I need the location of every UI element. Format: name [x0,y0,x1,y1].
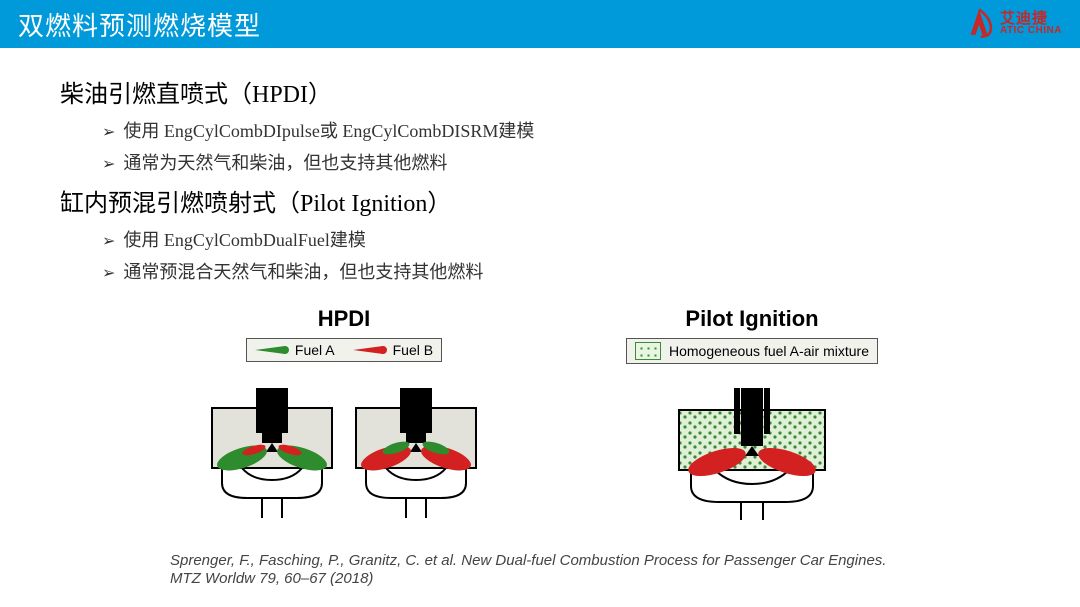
page-title: 双燃料预测燃烧模型 [18,6,261,43]
content-area: 柴油引燃直喷式（HPDI） ➢ 使用 EngCylCombDIpulse或 En… [0,48,1080,520]
logo: 艾迪捷 ATIC CHINA [962,6,1062,40]
diagram-title-pilot: Pilot Ignition [685,306,818,332]
title-bar: 双燃料预测燃烧模型 艾迪捷 ATIC CHINA [0,0,1080,48]
bullet-text: 使用 EngCylCombDIpulse或 EngCylCombDISRM建模 [123,117,534,143]
hpdi-panel-2 [346,368,486,518]
logo-icon [962,6,996,40]
legend-item-fuel-a: Fuel A [255,342,335,358]
hpdi-panel-1 [202,368,342,518]
bullet-item: ➢ 通常为天然气和柴油，但也支持其他燃料 [102,149,1020,175]
section-heading-hpdi: 柴油引燃直喷式（HPDI） [60,74,1020,109]
diagram-pilot: Pilot Ignition Homogeneous fuel A-air mi… [626,306,878,520]
bullet-text: 通常为天然气和柴油，但也支持其他燃料 [123,149,447,175]
legend-item-fuel-b: Fuel B [353,342,433,358]
bullet-text: 使用 EngCylCombDualFuel建模 [123,226,366,252]
logo-text-cn: 艾迪捷 [1000,11,1062,26]
legend-hpdi: Fuel A Fuel B [246,338,442,362]
bullet-item: ➢ 通常预混合天然气和柴油，但也支持其他燃料 [102,258,1020,284]
mixture-swatch-icon [635,342,661,360]
bullet-text: 通常预混合天然气和柴油，但也支持其他燃料 [123,258,483,284]
legend-pilot: Homogeneous fuel A-air mixture [626,338,878,364]
bullet-item: ➢ 使用 EngCylCombDIpulse或 EngCylCombDISRM建… [102,117,1020,143]
fuel-a-icon [255,344,289,356]
legend-label: Fuel A [295,342,335,358]
legend-label: Fuel B [393,342,433,358]
bullet-item: ➢ 使用 EngCylCombDualFuel建模 [102,226,1020,252]
pilot-panel [667,370,837,520]
bullet-icon: ➢ [102,263,115,283]
diagram-title-hpdi: HPDI [318,306,371,332]
bullet-icon: ➢ [102,122,115,142]
bullet-icon: ➢ [102,231,115,251]
fuel-b-icon [353,344,387,356]
diagram-row: HPDI Fuel A Fuel B [60,306,1020,520]
section-heading-pilot: 缸内预混引燃喷射式（Pilot Ignition） [60,183,1020,218]
citation-text: Sprenger, F., Fasching, P., Granitz, C. … [170,552,910,590]
logo-text-en: ATIC CHINA [1000,26,1062,36]
bullet-icon: ➢ [102,154,115,174]
diagram-hpdi: HPDI Fuel A Fuel B [202,306,486,520]
legend-label: Homogeneous fuel A-air mixture [669,343,869,359]
